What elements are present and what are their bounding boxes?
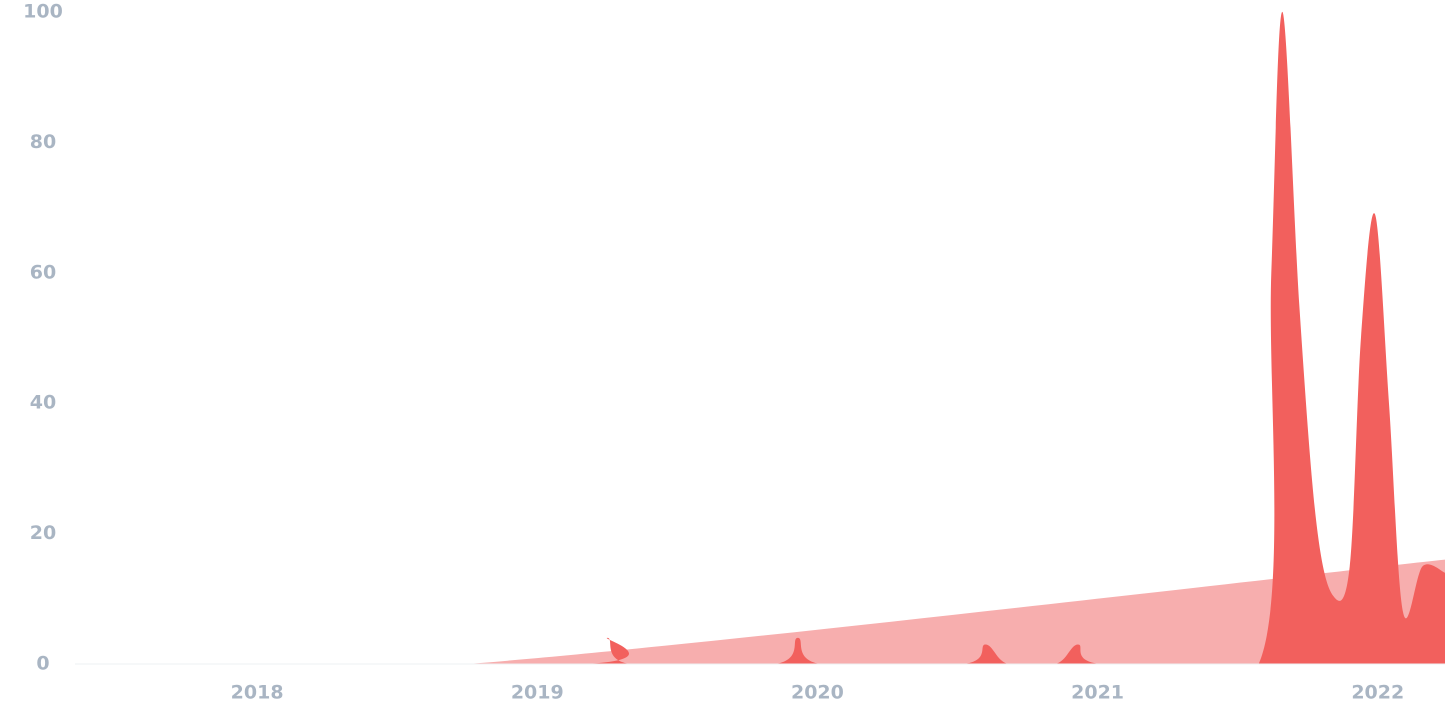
y-tick-label: 20 xyxy=(30,522,56,544)
y-tick-label: 80 xyxy=(30,131,56,153)
x-tick-label: 2019 xyxy=(511,682,564,704)
area xyxy=(75,559,1445,664)
x-tick-label: 2022 xyxy=(1351,682,1404,704)
x-tick-label: 2018 xyxy=(231,682,284,704)
y-tick-label: 60 xyxy=(30,261,56,283)
y-tick-label: 40 xyxy=(30,392,56,414)
area xyxy=(75,11,1445,664)
x-tick-label: 2020 xyxy=(791,682,844,704)
y-tick-label: 100 xyxy=(23,1,63,23)
y-tick-label: 0 xyxy=(36,653,49,675)
x-tick-label: 2021 xyxy=(1071,682,1124,704)
